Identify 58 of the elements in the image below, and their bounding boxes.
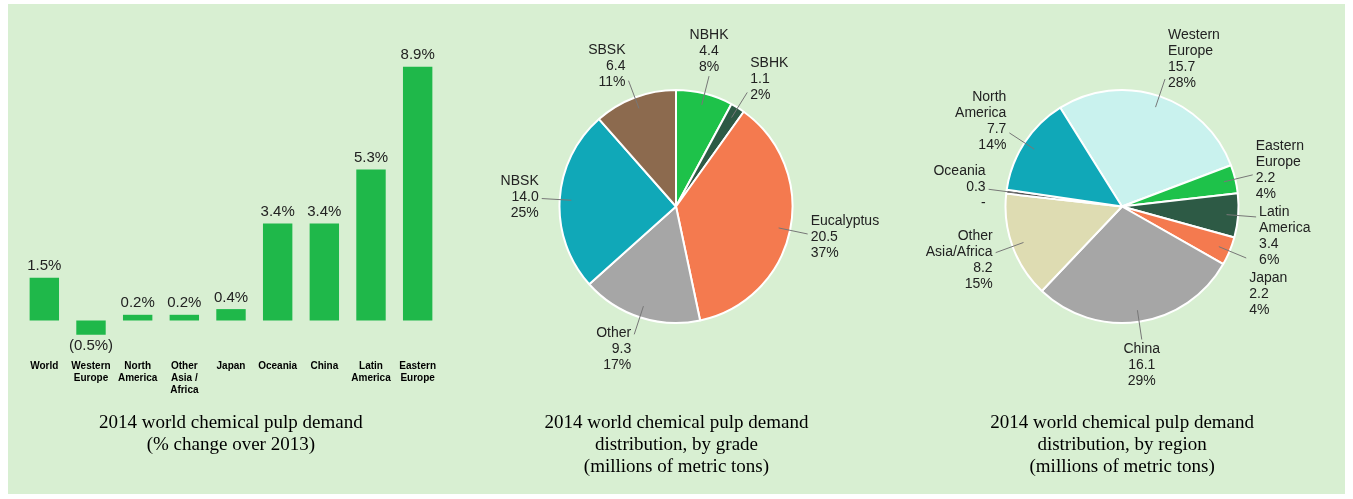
x-tick-label: World	[30, 359, 59, 371]
data-label: 1.5%	[27, 256, 62, 274]
bar	[76, 320, 106, 335]
data-label: 14.0 25%	[511, 188, 540, 221]
data-label: 2.2 4%	[1255, 168, 1277, 201]
data-label: 3.4%	[260, 202, 295, 220]
x-tick-label: Japan	[216, 359, 246, 371]
slice-label: Eastern Europe	[1255, 136, 1305, 169]
data-label: 6.4 11%	[599, 56, 627, 89]
slice-label: Other	[596, 324, 633, 341]
slice-label: Japan	[1249, 268, 1288, 285]
data-label: 1.1 2%	[750, 69, 771, 102]
x-tick-label: China	[310, 359, 339, 371]
slice-label: Eucalyptus	[811, 212, 880, 229]
x-tick-label: Latin America	[351, 359, 391, 383]
bar	[356, 169, 386, 321]
data-label: 9.3 17%	[603, 340, 632, 373]
text: 2014 world chemical pulp demand (% change over 2013)	[98, 411, 363, 455]
x-tick-label: Oceania	[258, 359, 298, 371]
slice-label: NBSK	[501, 172, 540, 189]
data-label: 8.9%	[400, 45, 435, 63]
slice-label: SBSK	[588, 40, 627, 57]
slice-label: Other Asia/Africa	[925, 226, 994, 259]
bar	[309, 223, 339, 321]
slice-label: Western Europe	[1168, 25, 1221, 58]
data-label: 7.7 14%	[978, 120, 1007, 153]
bar	[402, 66, 433, 321]
slice-label: Latin America	[1259, 202, 1311, 235]
data-label: 0.2%	[167, 293, 202, 311]
slice-label: NBHK	[690, 25, 730, 42]
data-label: 0.3 -	[966, 178, 987, 211]
data-label: 16.1 29%	[1127, 356, 1156, 389]
bar	[29, 277, 59, 321]
data-label: 3.4 6%	[1259, 234, 1280, 267]
data-label: 0.2%	[120, 293, 155, 311]
slice-label: China	[1123, 340, 1161, 357]
bar	[216, 309, 246, 321]
slice-label: SBHK	[750, 53, 790, 70]
data-label: 15.7 28%	[1168, 57, 1197, 90]
data-label: 4.4 8%	[699, 41, 720, 74]
data-label: 5.3%	[353, 148, 388, 166]
x-tick-label: Other Asia / Africa	[169, 359, 199, 395]
x-tick-label: Eastern Europe	[399, 359, 436, 383]
data-label: 3.4%	[307, 202, 342, 220]
data-label: 8.2 15%	[964, 258, 994, 291]
data-label: 20.5 37%	[811, 228, 840, 261]
data-label: 2.2 4%	[1249, 284, 1270, 317]
text: 2014 world chemical pulp demand distribution, by region (millions of metric tons)	[990, 411, 1255, 477]
x-tick-label: Western Europe	[71, 359, 111, 383]
slice-label: Oceania	[933, 162, 986, 179]
slice-label: North America	[955, 88, 1007, 121]
bar	[169, 314, 199, 321]
data-label: 0.4%	[213, 287, 248, 305]
bar	[122, 314, 153, 321]
bar	[262, 223, 293, 321]
data-label: (0.5%)	[68, 336, 113, 354]
x-tick-label: North America	[117, 359, 158, 383]
text: 2014 world chemical pulp demand distribution, by grade (millions of metric tons)	[544, 411, 809, 477]
